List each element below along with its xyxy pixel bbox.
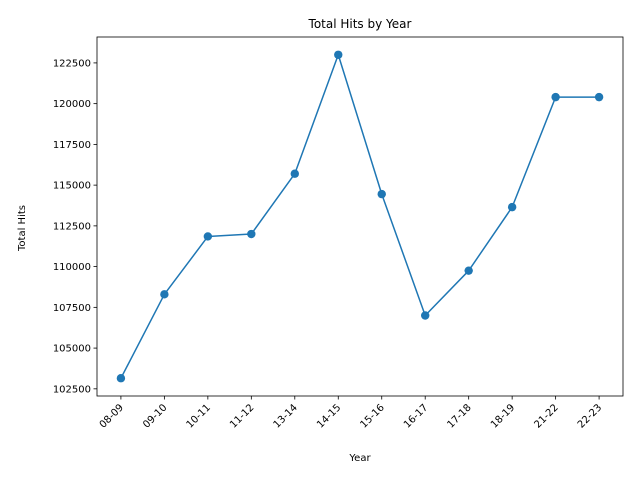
y-tick-label: 110000 [53, 262, 91, 273]
data-point [594, 92, 604, 102]
data-point [290, 169, 299, 178]
data-point [551, 92, 560, 102]
data-point [377, 189, 386, 199]
chart-title: Total Hits by Year [308, 17, 412, 31]
y-tick-label: 102500 [53, 384, 91, 395]
data-point [464, 266, 473, 275]
y-tick-label: 117500 [53, 140, 91, 151]
y-tick-label: 112500 [53, 221, 91, 232]
y-tick-label: 120000 [53, 99, 91, 110]
y-tick-label: 122500 [53, 58, 91, 69]
x-axis-label: Year [348, 453, 371, 464]
data-point [203, 232, 213, 241]
plot-frame [96, 36, 624, 397]
series-layer [116, 50, 604, 383]
y-axis: 102500 105000 107500 110000 112500 115000 1175… [53, 58, 97, 395]
data-point [247, 229, 256, 239]
y-tick-label: 115000 [53, 181, 91, 192]
data-point [334, 50, 343, 59]
y-tick-label: 105000 [53, 344, 91, 355]
y-tick-label: 107500 [53, 303, 91, 314]
data-point [507, 202, 517, 212]
data-point [116, 374, 126, 383]
series-line [120, 54, 600, 379]
data-point [160, 290, 169, 299]
data-point [421, 311, 430, 320]
plot-area [96, 36, 624, 397]
y-axis-label: Total Hits [17, 205, 28, 252]
